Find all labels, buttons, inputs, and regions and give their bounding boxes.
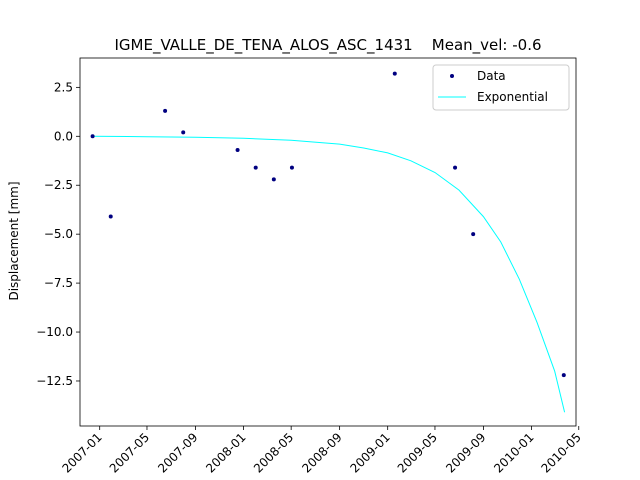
data-point [392, 71, 397, 76]
plot-frame [79, 57, 577, 427]
y-tick-label: −5.0 [44, 227, 73, 241]
data-point [271, 177, 276, 182]
data-point [163, 108, 168, 113]
chart-title: IGME_VALLE_DE_TENA_ALOS_ASC_1431 Mean_ve… [114, 36, 541, 55]
y-tick-label: −7.5 [44, 276, 73, 290]
y-tick-label: −2.5 [44, 178, 73, 192]
x-axis: 2007-01 2007-05 2007-09 2008-01 2008-05 2008-… [59, 426, 584, 476]
data-point [181, 130, 186, 135]
data-point [253, 165, 258, 170]
data-point [289, 165, 294, 170]
legend-label-data: Data [477, 69, 506, 83]
x-tick-label: 2007-05 [107, 430, 152, 475]
plot-area [90, 71, 566, 413]
legend-label-exponential: Exponential [477, 90, 548, 104]
data-point [453, 165, 458, 170]
data-point [235, 148, 240, 152]
y-tick-label: 0.0 [54, 129, 73, 143]
data-point [90, 134, 95, 139]
x-tick-label: 2008-01 [203, 430, 248, 475]
x-tick-label: 2009-05 [395, 430, 440, 475]
x-tick-label: 2009-09 [443, 430, 488, 475]
y-tick-label: 2.5 [54, 80, 73, 94]
y-axis: 2.5 0.0 −2.5 −5.0 −7.5 −10.0 −12.5 [36, 80, 80, 388]
legend: Data Exponential [432, 64, 570, 111]
legend-marker-data [450, 74, 454, 78]
x-tick-label: 2008-09 [299, 430, 344, 475]
x-tick-label: 2007-01 [59, 430, 104, 475]
series-line-exponential [92, 135, 566, 413]
y-tick-label: −12.5 [36, 374, 73, 388]
data-point [471, 232, 476, 237]
data-point [108, 214, 113, 219]
x-tick-label: 2007-09 [155, 430, 200, 475]
y-tick-label: −10.0 [36, 325, 73, 339]
x-tick-label: 2008-05 [251, 430, 296, 475]
x-tick-label: 2010-01 [491, 430, 536, 475]
y-axis-label: Displacement [mm] [7, 181, 21, 300]
x-tick-label: 2009-01 [347, 430, 392, 475]
legend-box [432, 64, 570, 111]
data-point [561, 373, 566, 378]
x-tick-label: 2010-05 [539, 430, 584, 475]
